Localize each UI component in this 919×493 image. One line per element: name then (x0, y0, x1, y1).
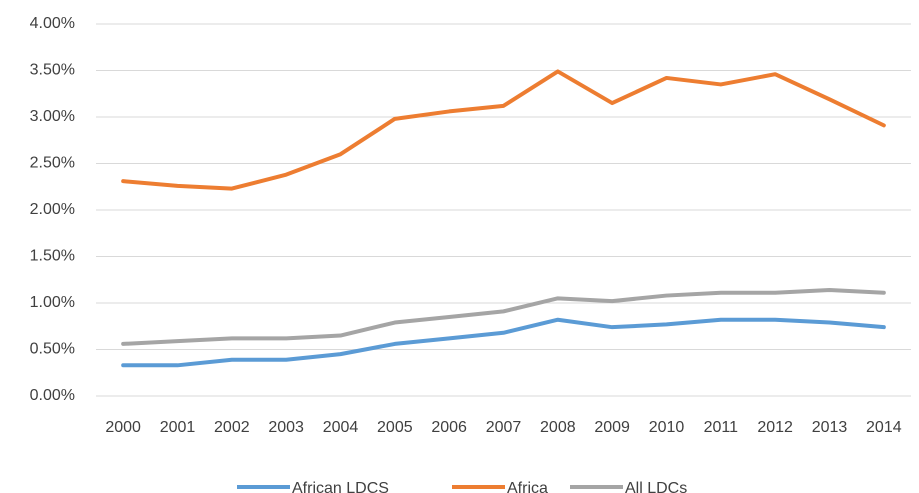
x-tick-label: 2014 (866, 419, 902, 436)
y-tick-label: 3.00% (30, 108, 75, 125)
series-line (121, 317, 886, 368)
x-tick-label: 2004 (323, 419, 359, 436)
x-tick-label: 2010 (649, 419, 685, 436)
legend-label: All LDCs (625, 480, 687, 493)
y-tick-label: 1.50% (30, 248, 75, 265)
x-tick-label: 2009 (594, 419, 630, 436)
legend-label: Africa (507, 480, 548, 493)
y-tick-label: 2.00% (30, 201, 75, 218)
x-tick-label: 2008 (540, 419, 576, 436)
x-tick-label: 2003 (268, 419, 304, 436)
y-tick-label: 3.50% (30, 62, 75, 79)
series-line (121, 287, 886, 346)
x-tick-label: 2002 (214, 419, 250, 436)
x-tick-label: 2000 (105, 419, 141, 436)
y-tick-label: 0.50% (30, 341, 75, 358)
x-tick-label: 2001 (160, 419, 196, 436)
x-tick-label: 2012 (757, 419, 793, 436)
x-tick-label: 2007 (486, 419, 522, 436)
legend-label: African LDCS (292, 480, 389, 493)
y-tick-label: 0.00% (30, 387, 75, 404)
x-tick-label: 2006 (431, 419, 467, 436)
x-tick-label: 2005 (377, 419, 413, 436)
y-tick-label: 2.50% (30, 155, 75, 172)
y-tick-label: 1.00% (30, 294, 75, 311)
x-tick-label: 2011 (704, 419, 739, 436)
y-tick-label: 4.00% (30, 15, 75, 32)
series-line (121, 69, 886, 191)
x-tick-label: 2013 (812, 419, 848, 436)
